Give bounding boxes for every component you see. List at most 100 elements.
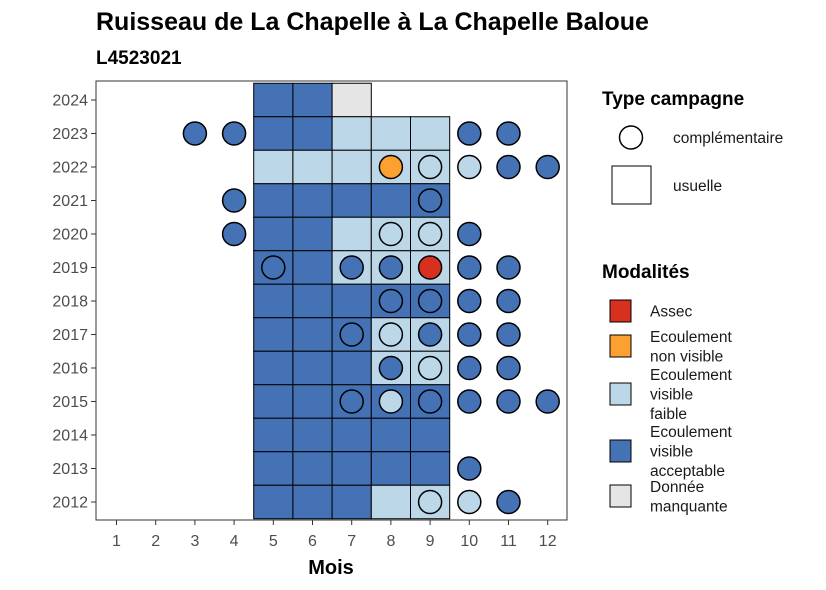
x-tick-label: 1 — [112, 533, 121, 550]
x-tick-label: 3 — [190, 533, 199, 550]
point-complementaire — [417, 188, 443, 213]
tile-usuelle — [331, 216, 372, 252]
point-complementaire — [417, 154, 443, 180]
point-complementaire — [378, 288, 404, 314]
y-tick-label: 2022 — [52, 160, 88, 177]
point-complementaire — [535, 154, 560, 180]
legend-label-modalite: non visible — [650, 348, 723, 365]
point-complementaire — [457, 456, 482, 481]
tile-usuelle — [292, 451, 333, 486]
y-tick-label: 2013 — [52, 461, 88, 478]
legend-label-modalite: acceptable — [650, 463, 725, 480]
x-tick-label: 12 — [539, 533, 557, 550]
point-complementaire — [221, 221, 247, 247]
point-complementaire — [457, 288, 482, 314]
tile-usuelle — [370, 183, 411, 218]
legend-label-modalite: manquante — [650, 498, 728, 515]
legend-key-modalite — [609, 299, 632, 323]
x-tick-label: 4 — [230, 533, 239, 550]
tile-usuelle — [292, 317, 333, 352]
tile-usuelle — [370, 451, 411, 486]
x-tick-label: 5 — [269, 533, 278, 550]
legend-label-usuelle: usuelle — [673, 178, 722, 195]
point-complementaire — [378, 322, 404, 347]
legend-label-modalite: Assec — [650, 304, 692, 321]
tile-usuelle — [410, 417, 451, 453]
tile-usuelle — [292, 484, 333, 520]
tile-usuelle — [370, 484, 411, 520]
legend-key-complementaire — [618, 125, 644, 150]
y-tick-label: 2020 — [52, 227, 88, 244]
x-tick-label: 6 — [308, 533, 317, 550]
tile-usuelle — [331, 484, 372, 520]
tile-usuelle — [331, 116, 372, 151]
y-tick-label: 2017 — [52, 327, 88, 344]
tile-usuelle — [292, 82, 333, 118]
point-complementaire — [457, 389, 482, 414]
tile-usuelle — [253, 317, 294, 352]
tile-usuelle — [331, 451, 372, 486]
legend-key-modalite — [609, 334, 632, 358]
point-complementaire — [378, 255, 404, 280]
point-complementaire — [221, 188, 247, 213]
point-complementaire — [496, 355, 521, 381]
tile-usuelle — [253, 384, 294, 419]
tile-usuelle — [253, 149, 294, 185]
tile-usuelle — [410, 451, 451, 486]
point-complementaire — [182, 121, 208, 146]
tile-usuelle — [253, 116, 294, 151]
tile-usuelle — [292, 183, 333, 218]
point-complementaire — [496, 255, 521, 280]
x-tick-label: 10 — [460, 533, 478, 550]
tile-usuelle — [292, 283, 333, 319]
point-complementaire — [457, 355, 482, 381]
tile-usuelle — [253, 417, 294, 453]
tile-usuelle — [292, 116, 333, 151]
legend-label-modalite: Donnée — [650, 479, 704, 496]
tile-usuelle — [370, 116, 411, 151]
point-complementaire — [496, 489, 521, 515]
tile-usuelle — [292, 417, 333, 453]
point-complementaire — [339, 389, 364, 414]
point-complementaire — [457, 121, 482, 146]
x-tick-label: 7 — [347, 533, 356, 550]
tile-usuelle — [253, 350, 294, 386]
y-tick-label: 2016 — [52, 361, 88, 378]
legend-key-modalite — [609, 484, 632, 508]
tile-usuelle — [253, 484, 294, 520]
legend-key-modalite — [609, 382, 632, 406]
tile-usuelle — [253, 216, 294, 252]
point-complementaire — [417, 255, 443, 280]
point-complementaire — [496, 322, 521, 347]
plot-area: 2012 2013 2014 2015 2016 2017 2018 2019 2020 2021… — [52, 80, 568, 550]
legend-label-modalite: visible — [650, 444, 693, 461]
tile-usuelle — [370, 417, 411, 453]
legend-label-complementaire: complémentaire — [673, 130, 783, 147]
point-complementaire — [417, 322, 443, 347]
point-complementaire — [457, 221, 482, 247]
x-axis-label: Mois — [308, 557, 354, 579]
legend-label-modalite: Ecoulement — [650, 424, 733, 441]
tile-usuelle — [331, 149, 372, 185]
legend-label-modalite: Ecoulement — [650, 367, 733, 384]
x-tick-label: 2 — [151, 533, 160, 550]
y-tick-label: 2021 — [52, 193, 88, 210]
tile-usuelle — [410, 116, 451, 151]
point-complementaire — [378, 221, 404, 247]
point-complementaire — [457, 255, 482, 280]
point-complementaire — [496, 121, 521, 146]
legend-modalites-title: Modalités — [602, 262, 690, 283]
y-tick-label: 2018 — [52, 294, 88, 311]
point-complementaire — [221, 121, 247, 146]
legend-key-usuelle — [611, 165, 652, 205]
tile-usuelle — [253, 283, 294, 319]
tile-usuelle — [331, 350, 372, 386]
y-tick-label: 2019 — [52, 260, 88, 277]
tile-usuelle — [253, 183, 294, 218]
point-complementaire — [496, 154, 521, 180]
y-tick-label: 2024 — [52, 93, 88, 110]
tile-usuelle — [331, 417, 372, 453]
legend: Type campagne complémentaire usuelle Modali… — [602, 89, 783, 515]
tile-usuelle — [331, 183, 372, 218]
